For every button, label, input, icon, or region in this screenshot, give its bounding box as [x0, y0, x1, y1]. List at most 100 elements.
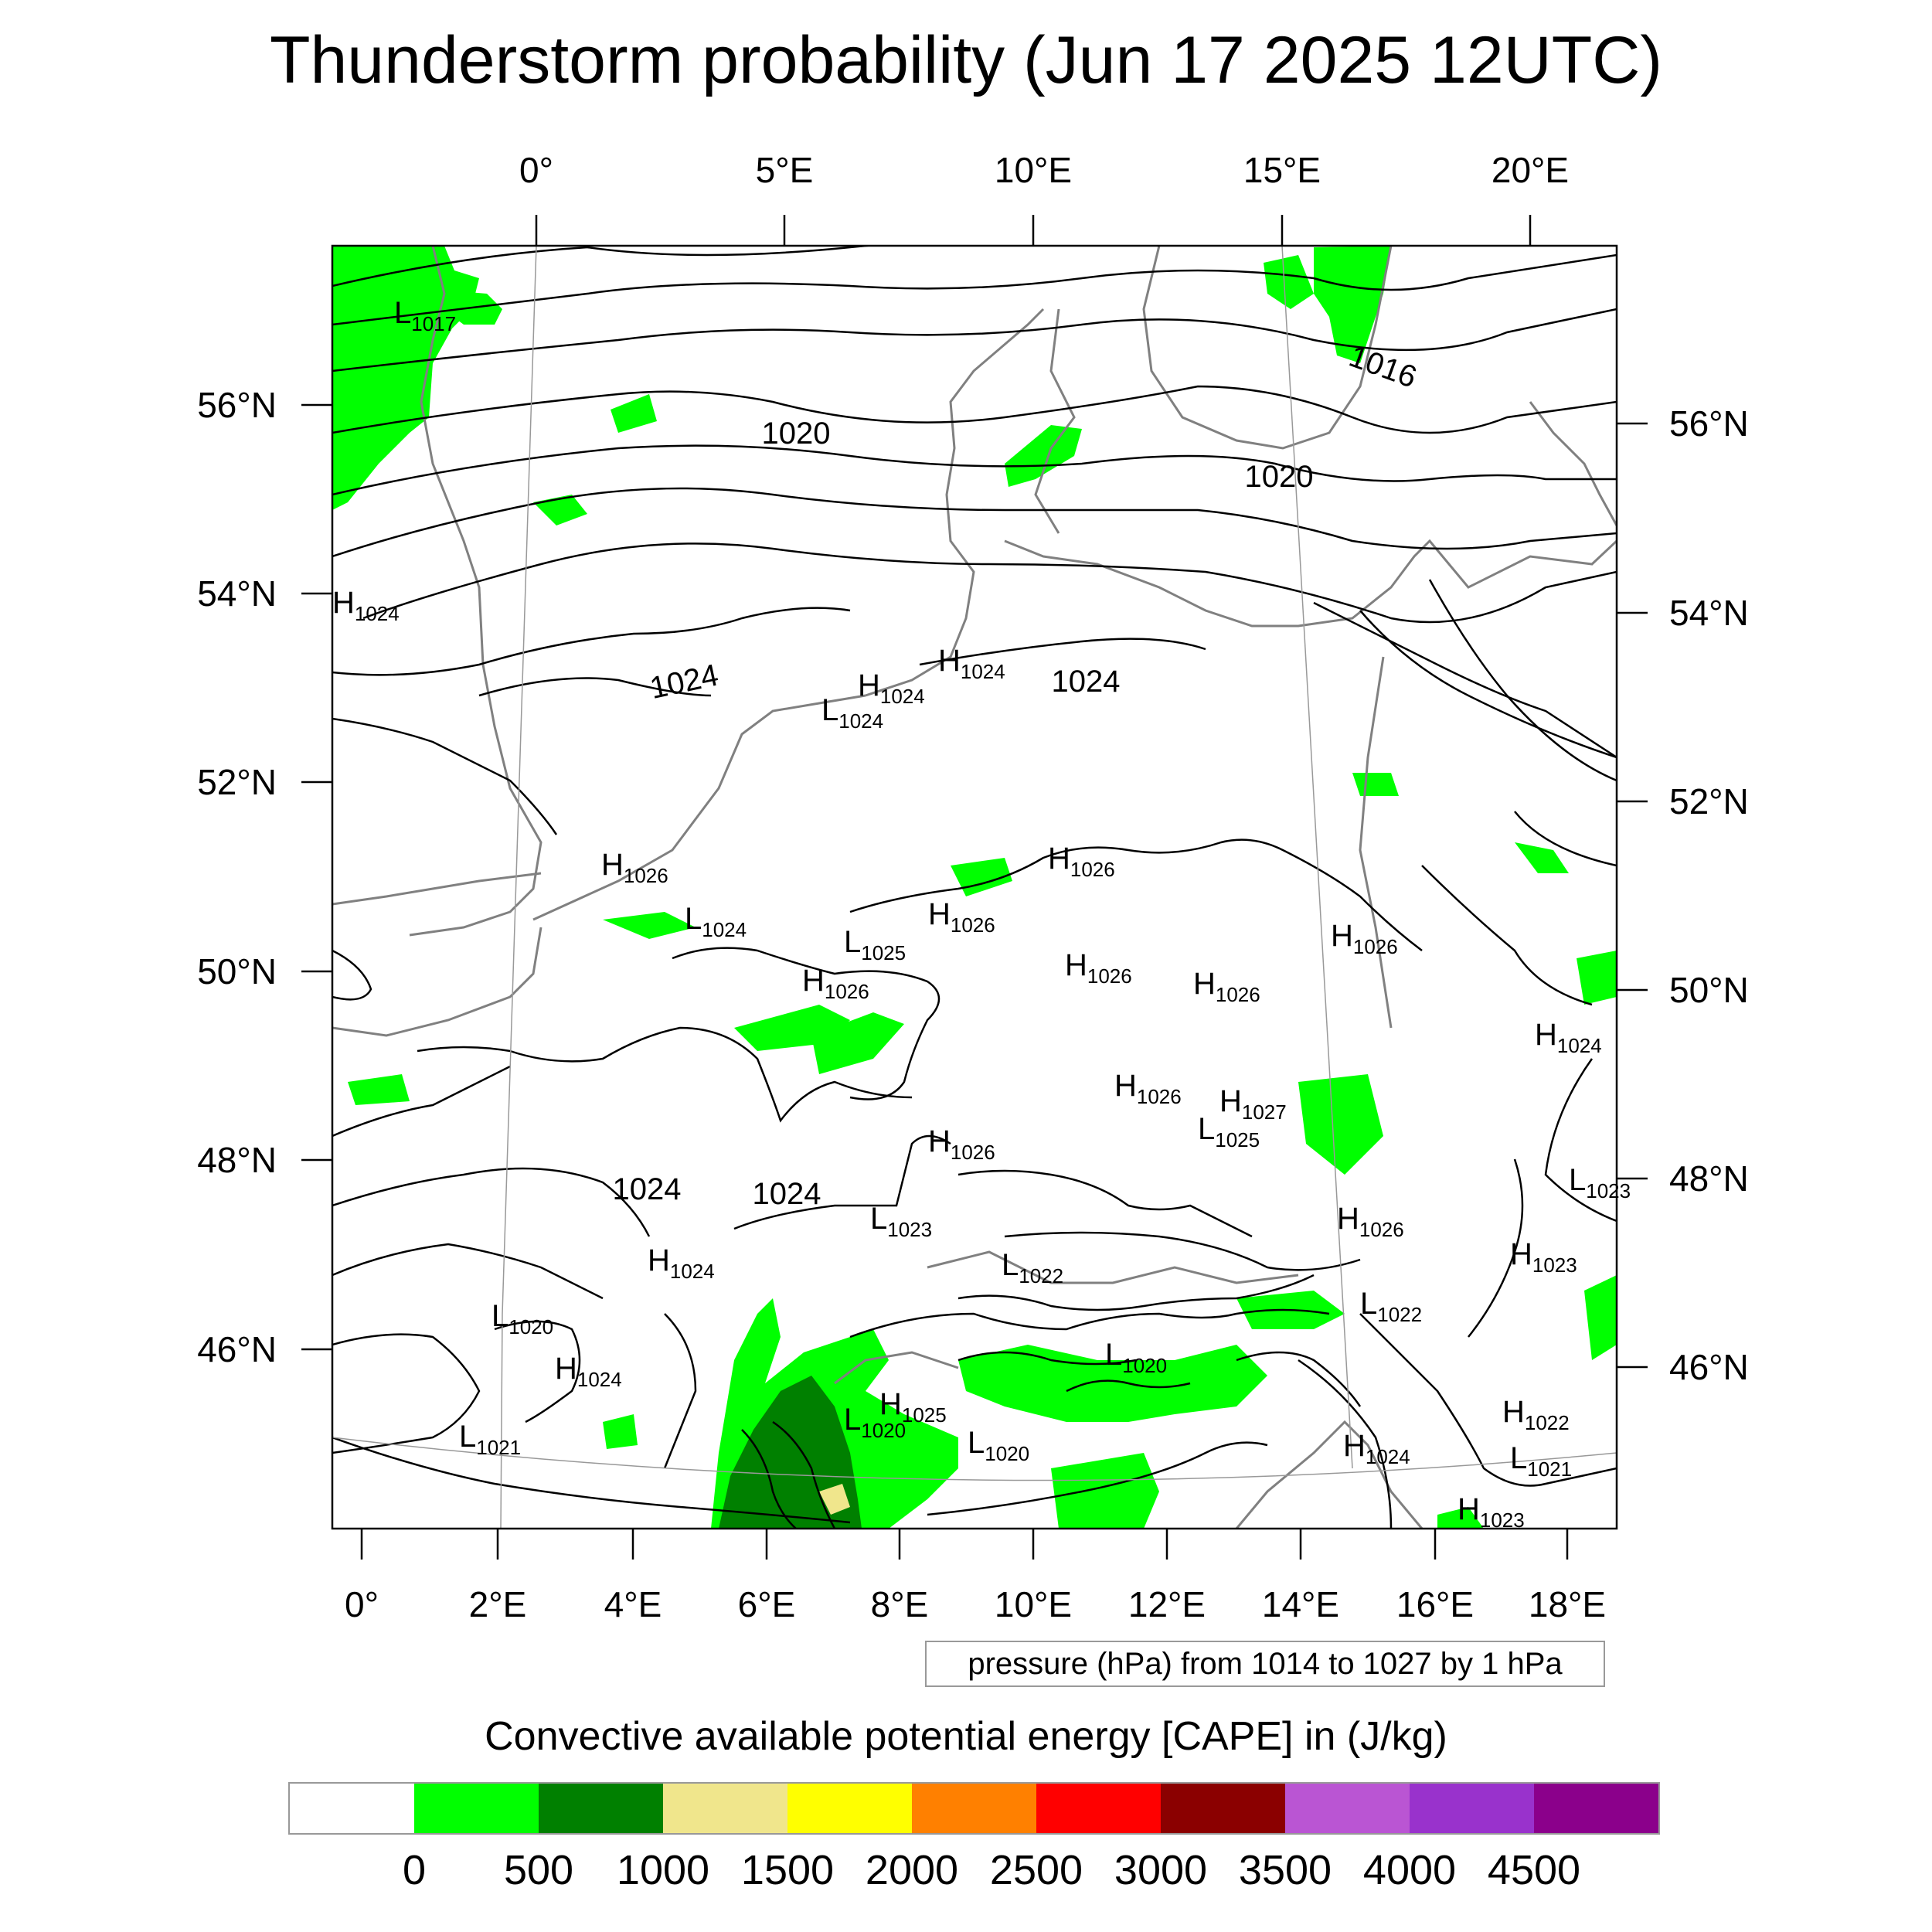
colorbar-swatch [663, 1784, 787, 1833]
right-lat-labels: 56°N 54°N 52°N 50°N 48°N 46°N [1669, 403, 1749, 1387]
cape-area-khaki [819, 1484, 850, 1515]
colorbar-swatch [414, 1784, 539, 1833]
left-lat-label: 50°N [197, 951, 277, 992]
cape-area-north-sea [611, 394, 657, 433]
cape-area-east-edge [1577, 951, 1617, 1005]
colorbar-tick-label: 2000 [865, 1847, 959, 1893]
pressure-center-label: H1026 [601, 848, 668, 887]
coastline-france-north [332, 927, 543, 1037]
isobar-line [1468, 1158, 1524, 1338]
meridian-15e [1281, 245, 1353, 1469]
left-lat-label: 46°N [197, 1329, 277, 1369]
coastline-germany-north [865, 308, 1045, 697]
colorbar-swatch [912, 1784, 1036, 1833]
colorbar-swatch [1036, 1784, 1161, 1833]
pressure-center-label: L1023 [870, 1202, 932, 1241]
coastline-denmark-east [1034, 308, 1076, 534]
isobar-line [332, 607, 851, 676]
isobars [332, 246, 1617, 1529]
cape-area-sweden-east [1314, 246, 1391, 363]
isobar-line [1313, 601, 1617, 759]
border-poland-west [1359, 656, 1393, 1029]
pressure-center-label: H1023 [1510, 1237, 1577, 1277]
colorbar-tick-label: 3000 [1114, 1847, 1208, 1893]
isobar-line [1066, 1379, 1191, 1393]
isobar-line [332, 487, 1617, 558]
right-lat-label: 56°N [1669, 403, 1749, 444]
left-lat-label: 48°N [197, 1140, 277, 1180]
cape-area-germany-west [811, 1012, 904, 1074]
pressure-center-label: L1025 [1198, 1112, 1260, 1151]
right-lat-label: 54°N [1669, 593, 1749, 633]
isobar-label: 1020 [1245, 460, 1314, 494]
isobar-line [733, 1134, 951, 1230]
isobar-label: 1020 [762, 417, 831, 451]
isobar-line [1298, 1359, 1393, 1529]
isobar-line [1544, 1058, 1617, 1223]
pressure-center-label: H1024 [555, 1352, 622, 1391]
pressure-center-label: H1024 [332, 586, 400, 625]
left-lat-label: 52°N [197, 762, 277, 802]
cape-area-croatia [1437, 1507, 1484, 1529]
colorbar [288, 1782, 1660, 1835]
bottom-lon-label: 18°E [1529, 1584, 1606, 1624]
isobar-line [927, 1441, 1268, 1516]
pressure-center-label: L1024 [821, 693, 883, 733]
isobar-line [332, 308, 1617, 372]
pressure-center-label: H1026 [1331, 919, 1398, 958]
isobar-labels: 1016 1020 1020 1024 1024 1024 1024 [613, 339, 1421, 1211]
pressure-center-label: H1026 [1114, 1069, 1182, 1108]
pressure-center-label: H1022 [1502, 1395, 1570, 1434]
isobar-line [849, 1308, 1330, 1338]
isobar-line [332, 444, 1617, 496]
colorbar-tick-label: 1500 [740, 1847, 835, 1893]
isobar-line [1004, 1231, 1361, 1271]
isobar-line [332, 1333, 481, 1454]
pressure-center-label: H1023 [1458, 1492, 1525, 1532]
cape-area-se-edge [1584, 1275, 1617, 1360]
cape-area-north-italy [958, 1345, 1267, 1422]
map-frame [331, 244, 1618, 1530]
isobar-line [332, 1167, 651, 1237]
isobar-line [332, 717, 558, 835]
meridian-0 [500, 245, 537, 1529]
pressure-center-label: L1023 [1569, 1163, 1631, 1202]
right-lat-label: 52°N [1669, 781, 1749, 821]
bottom-lon-label: 14°E [1262, 1584, 1339, 1624]
isobar-label: 1024 [613, 1172, 682, 1206]
isobar-line [672, 947, 940, 1100]
left-lat-labels: 56°N 54°N 52°N 50°N 48°N 46°N [197, 385, 277, 1369]
pressure-center-label: H1026 [1193, 967, 1260, 1006]
pressure-range-note: pressure (hPa) from 1014 to 1027 by 1 hP… [925, 1641, 1605, 1687]
colorbar-swatch [1534, 1784, 1658, 1833]
isobar-line [332, 1436, 851, 1524]
graticule [332, 245, 1617, 1529]
pressure-center-label: H1024 [1343, 1429, 1410, 1468]
pressure-center-label: H1027 [1219, 1084, 1287, 1124]
pressure-center-label: H1024 [648, 1243, 715, 1283]
isobar-line [741, 1429, 797, 1529]
pressure-center-label: L1022 [1002, 1248, 1063, 1287]
top-lon-label: 20°E [1492, 150, 1569, 190]
bottom-lon-label: 16°E [1396, 1584, 1474, 1624]
colorbar-tick-label: 2500 [989, 1847, 1083, 1893]
colorbar-swatch [1410, 1784, 1534, 1833]
pressure-center-label: H1026 [1065, 948, 1132, 988]
colorbar-tick-label: 1000 [616, 1847, 710, 1893]
isobar-line [1359, 610, 1617, 759]
isobar-line [332, 949, 372, 1001]
pressure-center-label: H1025 [879, 1387, 947, 1427]
cape-area-slovakia [1298, 1074, 1383, 1175]
pressure-center-label: L1020 [492, 1299, 553, 1338]
pressure-center-label: H1026 [802, 964, 869, 1003]
isobar-line [1428, 579, 1617, 782]
bottom-lon-label: 12°E [1128, 1584, 1206, 1624]
isobar-label: 1024 [1052, 665, 1121, 699]
cape-area-poland [1352, 773, 1399, 796]
coastline-belgium-netherlands [532, 694, 866, 921]
top-lon-label: 15°E [1243, 150, 1321, 190]
map-title: Thunderstorm probability (Jun 17 2025 12… [269, 23, 1663, 97]
bottom-lon-label: 2°E [469, 1584, 527, 1624]
cape-area-sweden-south [1264, 255, 1314, 309]
